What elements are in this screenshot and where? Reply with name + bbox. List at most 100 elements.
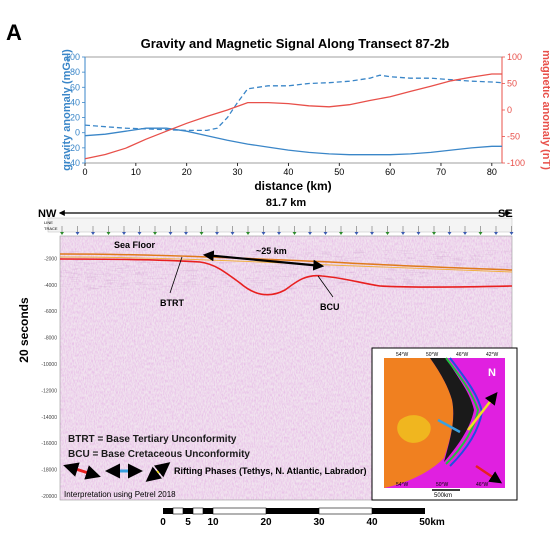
rifting-phase-arrows (63, 462, 171, 482)
y-left-tick-label: 100 (65, 52, 80, 62)
legend-bcu: BCU = Base Cretaceous Unconformity (68, 449, 250, 460)
scale-label: 20 (260, 517, 272, 528)
x-tick-label: 0 (82, 167, 87, 177)
scale-seg (163, 508, 173, 514)
shot-point-marker (478, 232, 483, 235)
x-tick-label: 80 (487, 167, 497, 177)
scale-seg (183, 508, 193, 514)
y-right-tick-label: 0 (507, 105, 512, 115)
plot-frame (84, 56, 503, 164)
inset-top-tick: 50°W (426, 352, 439, 358)
scale-label: 50km (419, 517, 445, 528)
inset-transect (437, 418, 461, 434)
phase-arrow-yellow (145, 462, 171, 482)
seismic-y-tick-label: -10000 (41, 362, 57, 368)
inset-bottom-tick: 54°W (396, 482, 409, 488)
inset-bottom-tick: 50°W (436, 482, 449, 488)
y-axis-label-left: gravity anomaly (mGal) (61, 49, 73, 171)
line-chart: Gravity and Magnetic Signal Along Transe… (61, 36, 550, 193)
line-row-label: LINE (44, 220, 53, 225)
inset-map: N 54°W 50°W 46°W 42°W 54°W 50°W 46°W 500km (371, 347, 518, 501)
y-right-tick-label: -50 (507, 132, 520, 142)
seismic-reflectors (60, 250, 512, 290)
seismic-section: 81.7 km NW SE LINE TRACE -2000 -4000 -6000… (17, 197, 518, 501)
btrt-label: BTRT (160, 298, 184, 308)
inset-contours (445, 357, 480, 465)
bcu-horizon (59, 258, 513, 296)
seismic-y-tick-label: -12000 (41, 388, 57, 394)
x-tick-label: 10 (131, 167, 141, 177)
shot-point-marker (416, 232, 421, 235)
width-arrow (202, 250, 325, 271)
scale-label: 40 (366, 517, 378, 528)
shot-point-marker (432, 232, 436, 235)
inset-arrow-red (475, 464, 503, 484)
software-note: Interpretation using Petrel 2018 (64, 490, 176, 499)
inset-arrow-yellow (467, 392, 498, 431)
rifting-label: Rifting Phases (Tethys, N. Atlantic, Lab… (174, 466, 367, 476)
seismic-y-tick-label: -20000 (41, 494, 57, 500)
y-left-tick-label: 60 (70, 82, 80, 92)
shot-point-marker (60, 232, 64, 235)
seismic-y-tick-label: -4000 (44, 283, 57, 289)
shot-point-marker (91, 232, 95, 235)
shot-point-marker (215, 232, 219, 235)
shot-point-marker (447, 232, 452, 235)
shot-point-marker (122, 232, 126, 235)
shot-point-marker (261, 232, 266, 235)
y-left-tick-label: 0 (75, 128, 80, 138)
legend-btrt: BTRT = Base Tertiary Unconformity (68, 434, 237, 445)
header-strip (47, 217, 513, 233)
shot-point-marker (292, 232, 297, 235)
panel-letter: A (6, 20, 22, 45)
scale-seg (192, 507, 204, 515)
shot-point-marker (463, 232, 467, 235)
width-label: ~25 km (256, 246, 287, 256)
seismic-y-tick-label: -8000 (44, 336, 57, 342)
scale-label: 30 (313, 517, 325, 528)
shot-point-marker (137, 232, 142, 235)
shot-point-marker (354, 232, 359, 235)
y-left-tick-label: 20 (70, 113, 80, 123)
inset-north-label: N (488, 367, 496, 379)
inset-land-yellow (397, 415, 431, 443)
inset-top-tick: 42°W (486, 352, 499, 358)
y-right-tick-label: 50 (507, 79, 517, 89)
trace-row-label: TRACE (44, 226, 58, 231)
inset-shelf-dark (430, 358, 474, 462)
shot-point-marker (277, 232, 281, 235)
shot-point-marker (509, 232, 514, 235)
y-right-tick-label: 100 (507, 52, 522, 62)
inset-top-tick: 54°W (396, 352, 409, 358)
shot-point-marker (199, 232, 204, 235)
inset-top-tick: 46°W (456, 352, 469, 358)
x-tick-label: 60 (385, 167, 395, 177)
seismic-y-tick-label: -6000 (44, 309, 57, 315)
series-line-0 (84, 127, 502, 156)
x-axis-label: distance (km) (254, 179, 331, 193)
scale-seg (203, 508, 213, 514)
inset-bottom-tick: 46°W (476, 482, 489, 488)
se-label: SE (498, 208, 513, 220)
y-left-tick-label: -20 (67, 143, 80, 153)
y-left-tick-label: 80 (70, 67, 80, 77)
series-line-1 (84, 74, 503, 132)
scale-seg (212, 507, 267, 515)
y-left-tick-label: -40 (67, 158, 80, 168)
seismic-y-tick-label: -16000 (41, 441, 57, 447)
seismic-y-tick-label: -18000 (41, 468, 57, 474)
shot-point-marker (385, 232, 390, 235)
shot-point-marker (75, 232, 80, 235)
scale-seg (318, 507, 373, 515)
chart-title: Gravity and Magnetic Signal Along Transe… (141, 36, 450, 51)
shot-point-marker (153, 232, 157, 235)
nw-label: NW (38, 208, 57, 220)
inset-scale-label: 500km (434, 493, 452, 499)
scale-seg (372, 508, 425, 514)
shot-point-marker (106, 232, 111, 235)
x-tick-label: 30 (233, 167, 243, 177)
scale-label: 5 (185, 517, 191, 528)
shot-point-marker (401, 232, 405, 235)
shot-point-marker (339, 232, 343, 235)
shot-point-marker (168, 232, 173, 235)
